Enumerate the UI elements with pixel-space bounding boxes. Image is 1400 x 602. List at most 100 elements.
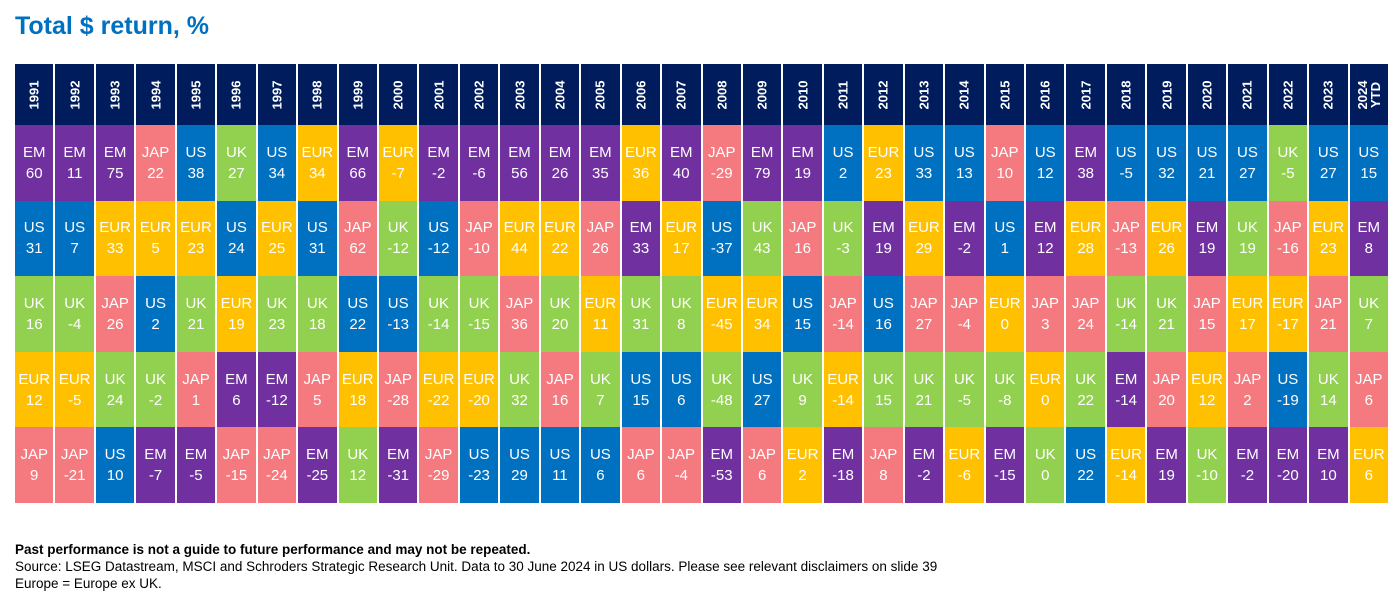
return-cell: EUR 19	[217, 276, 256, 352]
year-label: 2023	[1320, 80, 1336, 109]
region-label: UK	[226, 143, 247, 161]
return-value: 11	[552, 467, 568, 485]
year-header: 2022	[1268, 64, 1308, 125]
return-cell: JAP 21	[1309, 276, 1348, 352]
region-label: US	[549, 446, 571, 464]
return-cell: EUR 17	[662, 200, 701, 277]
return-value: -2	[1240, 467, 1255, 485]
return-cell: JAP 10	[985, 125, 1025, 201]
return-cell: UK -14	[419, 276, 458, 352]
return-value: 12	[1198, 391, 1216, 409]
region-label: EUR	[1029, 370, 1062, 388]
return-value: -5	[1281, 164, 1295, 182]
return-value: 10	[106, 467, 124, 485]
return-cell: EUR -7	[378, 125, 418, 201]
year-label: 2012	[875, 80, 891, 109]
region-label: JAP	[829, 294, 857, 312]
return-cell: UK -48	[702, 351, 741, 428]
chart-title: Total $ return, %	[15, 12, 210, 40]
region-label: EUR	[1110, 446, 1142, 464]
region-label: EM	[872, 219, 895, 237]
return-value: -23	[468, 467, 490, 485]
return-cell: JAP 62	[338, 200, 377, 277]
return-value: 12	[25, 391, 43, 409]
year-label: 2016	[1037, 80, 1053, 109]
return-cell: JAP 24	[1066, 276, 1105, 352]
return-cell: EUR 23	[176, 200, 216, 277]
region-label: UK	[1034, 446, 1056, 464]
return-cell: US 13	[945, 125, 984, 201]
region-label: UK	[832, 219, 854, 237]
footer: Past performance is not a guide to futur…	[15, 541, 937, 592]
return-cell: EUR 23	[864, 125, 903, 201]
return-cell: EUR 25	[257, 200, 297, 277]
return-cell: US -19	[1268, 351, 1308, 428]
region-label: UK	[792, 370, 814, 388]
return-cell: EUR 2	[783, 427, 822, 503]
region-label: JAP	[1031, 294, 1059, 312]
region-label: UK	[670, 294, 692, 312]
region-label: EM	[1114, 370, 1138, 388]
return-cell: EM 75	[95, 125, 135, 201]
region-label: EUR	[1069, 219, 1102, 237]
year-header: 2013	[904, 64, 944, 125]
year-label: 1991	[26, 80, 42, 109]
return-cell: UK 21	[176, 276, 216, 352]
return-value: 26	[1158, 240, 1175, 258]
year-label: 2002	[471, 80, 487, 109]
return-cell: EUR -5	[55, 351, 94, 428]
region-label: JAP	[465, 219, 493, 237]
return-cell: EUR 23	[1309, 200, 1348, 277]
return-cell: JAP 6	[621, 427, 661, 503]
return-value: -12	[427, 240, 450, 258]
region-label: EM	[1276, 446, 1300, 464]
year-label: 2020	[1199, 80, 1215, 109]
return-value: 79	[753, 164, 771, 182]
year-header: 2007	[662, 64, 701, 125]
return-cell: EM -15	[985, 427, 1025, 503]
return-cell: JAP 15	[1187, 276, 1227, 352]
return-cell: EUR 33	[95, 200, 135, 277]
return-cell: EM -2	[945, 200, 984, 277]
return-value: -3	[836, 240, 850, 258]
return-value: 36	[511, 315, 528, 333]
return-value: 10	[1319, 467, 1337, 485]
region-label: EM	[1317, 446, 1340, 464]
region-label: EM	[953, 219, 976, 237]
region-label: US	[1277, 370, 1299, 388]
region-label: US	[670, 370, 692, 388]
region-label: EUR	[786, 446, 819, 464]
return-cell: EUR -14	[823, 351, 863, 428]
return-value: 56	[511, 164, 528, 182]
return-cell: US 11	[540, 427, 580, 503]
year-header: 2000	[378, 64, 418, 125]
return-cell: EM -2	[1228, 427, 1267, 503]
return-value: -28	[387, 391, 410, 409]
return-cell: EM -7	[136, 427, 175, 503]
region-label: UK	[589, 370, 611, 388]
return-value: 7	[596, 391, 605, 409]
return-value: 2	[838, 164, 848, 182]
region-label: EM	[993, 446, 1017, 464]
return-cell: US 6	[581, 427, 620, 503]
region-label: JAP	[627, 446, 655, 464]
region-label: US	[832, 143, 854, 161]
return-cell: JAP -29	[702, 125, 741, 201]
region-label: UK	[145, 370, 166, 388]
return-value: 0	[1041, 391, 1050, 409]
return-cell: JAP -21	[55, 427, 94, 503]
region-label: US	[1317, 143, 1339, 161]
region-label: JAP	[222, 446, 251, 464]
return-cell: UK 16	[15, 276, 54, 352]
region-label: EUR	[1312, 219, 1345, 237]
region-label: JAP	[1314, 294, 1343, 312]
region-label: JAP	[263, 446, 291, 464]
return-cell: EUR 34	[298, 125, 337, 201]
return-value: -17	[1277, 315, 1299, 333]
region-label: EUR	[261, 219, 293, 237]
region-label: EUR	[1150, 219, 1183, 237]
region-label: JAP	[505, 294, 534, 312]
year-header: 2011	[823, 64, 863, 125]
year-header: 2010	[783, 64, 822, 125]
region-label: UK	[347, 446, 369, 464]
